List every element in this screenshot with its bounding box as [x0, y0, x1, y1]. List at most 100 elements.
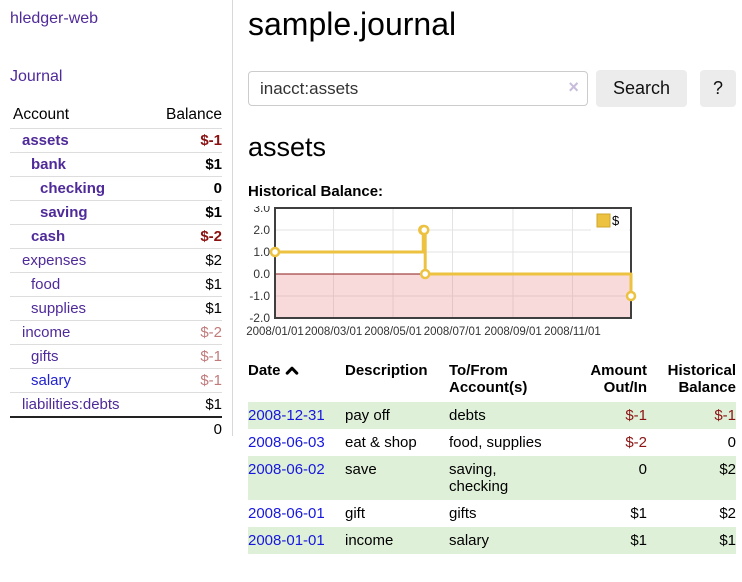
svg-text:-2.0: -2.0 — [249, 311, 270, 325]
account-link-expenses[interactable]: expenses — [22, 252, 87, 269]
svg-text:2.0: 2.0 — [253, 223, 270, 237]
account-row: checking 0 — [10, 176, 222, 201]
transaction-accounts: gifts — [449, 505, 477, 522]
transaction-description: save — [345, 461, 377, 478]
accounts-column-header: Account — [13, 106, 70, 123]
search-input-wrap: × — [248, 71, 588, 106]
sidebar-item-journal[interactable]: Journal — [10, 68, 63, 85]
search-form: × Search ? — [248, 70, 736, 107]
svg-text:2008/05/01: 2008/05/01 — [364, 326, 422, 338]
account-balance: $2 — [150, 248, 222, 273]
accounts-total-row: 0 — [10, 416, 222, 441]
transaction-balance: $-1 — [714, 407, 736, 424]
svg-text:2008/01/01: 2008/01/01 — [246, 326, 304, 338]
account-row: expenses $2 — [10, 248, 222, 273]
transaction-balance: $2 — [719, 461, 736, 478]
main-content: sample.journal × Search ? assets Histori… — [246, 0, 736, 554]
search-input[interactable] — [248, 71, 588, 106]
sidebar: hledger-web Journal Account Balance asse… — [0, 0, 233, 441]
transaction-amount: $1 — [630, 532, 647, 549]
transaction-row: 2008-06-03 eat & shop food, supplies $-2 0 — [248, 429, 736, 456]
svg-text:2008/07/01: 2008/07/01 — [424, 326, 482, 338]
transaction-balance: $1 — [719, 532, 736, 549]
svg-text:-1.0: -1.0 — [249, 289, 270, 303]
transaction-accounts: saving, checking — [449, 461, 509, 495]
svg-text:1.0: 1.0 — [253, 245, 270, 259]
account-link-liabilities-debts[interactable]: liabilities:debts — [22, 396, 120, 413]
clear-search-icon[interactable]: × — [568, 77, 579, 97]
account-link-food[interactable]: food — [31, 276, 61, 293]
account-balance: $-1 — [150, 368, 222, 393]
account-link-supplies[interactable]: supplies — [31, 300, 87, 317]
account-link-cash[interactable]: cash — [31, 228, 66, 245]
transaction-balance: 0 — [727, 434, 736, 451]
svg-text:2008/03/01: 2008/03/01 — [305, 326, 363, 338]
transaction-accounts: salary — [449, 532, 490, 549]
description-column-header: Description — [345, 362, 428, 379]
sort-ascending-icon — [285, 363, 299, 380]
transaction-row: 2008-06-02 save saving, checking 0 $2 — [248, 456, 736, 500]
amount-column-header: Amount Out/In — [590, 362, 647, 396]
transaction-amount: 0 — [638, 461, 647, 478]
account-row: income $-2 — [10, 320, 222, 345]
date-link[interactable]: 2008-01-01 — [248, 532, 325, 549]
account-balance: $1 — [150, 152, 222, 177]
accounts-total-value: 0 — [150, 416, 222, 441]
account-link-checking[interactable]: checking — [40, 180, 106, 197]
historical-balance-chart: $3.0 2.0 1.0 0.0 -1.0 -2.0 2008/01/01 2008/03/0… — [246, 206, 736, 342]
date-link[interactable]: 2008-06-01 — [248, 505, 325, 522]
account-balance: $1 — [150, 296, 222, 321]
app-title-link[interactable]: hledger-web — [10, 10, 99, 27]
date-link[interactable]: 2008-12-31 — [248, 407, 325, 424]
account-balance: $1 — [150, 272, 222, 297]
search-button[interactable]: Search — [595, 70, 687, 107]
page-title: sample.journal — [248, 6, 457, 42]
balance-column-header-main: Historical Balance — [667, 362, 736, 396]
account-balance: $-1 — [150, 128, 222, 153]
svg-text:3.0: 3.0 — [253, 206, 270, 215]
account-row: cash $-2 — [10, 224, 222, 249]
account-link-bank[interactable]: bank — [31, 156, 67, 173]
account-link-saving[interactable]: saving — [40, 204, 88, 221]
transaction-amount: $-1 — [625, 407, 647, 424]
help-button[interactable]: ? — [699, 70, 736, 107]
transaction-amount: $-2 — [625, 434, 647, 451]
date-column-header[interactable]: Date — [248, 358, 345, 402]
transaction-description: gift — [345, 505, 366, 522]
account-balance: $-2 — [150, 320, 222, 345]
account-row: supplies $1 — [10, 296, 222, 321]
date-link[interactable]: 2008-06-03 — [248, 434, 325, 451]
transaction-amount: $1 — [630, 505, 647, 522]
account-row: saving $1 — [10, 200, 222, 225]
transaction-row: 2008-01-01 income salary $1 $1 — [248, 527, 736, 554]
account-row: liabilities:debts $1 — [10, 392, 222, 417]
svg-text:$: $ — [612, 213, 620, 228]
account-balance: $-2 — [150, 224, 222, 249]
account-heading: assets — [248, 132, 327, 162]
account-row: salary $-1 — [10, 368, 222, 393]
account-balance: $1 — [150, 392, 222, 417]
account-link-assets[interactable]: assets — [22, 132, 69, 149]
svg-text:2008/09/01: 2008/09/01 — [484, 326, 542, 338]
accounts-table: Account Balance assets $-1 bank $1 checking 0… — [10, 102, 222, 441]
account-row: gifts $-1 — [10, 344, 222, 369]
transaction-accounts: food, supplies — [449, 434, 542, 451]
svg-text:0.0: 0.0 — [253, 267, 270, 281]
transaction-balance: $2 — [719, 505, 736, 522]
account-link-gifts[interactable]: gifts — [31, 348, 59, 365]
account-link-income[interactable]: income — [22, 324, 71, 341]
account-balance: 0 — [150, 176, 222, 201]
account-row: bank $1 — [10, 152, 222, 177]
balance-column-header: Balance — [165, 106, 222, 123]
account-row: food $1 — [10, 272, 222, 297]
account-balance: $1 — [150, 200, 222, 225]
svg-text:2008/11/01: 2008/11/01 — [544, 326, 601, 338]
transaction-accounts: debts — [449, 407, 486, 424]
chart-title: Historical Balance: — [248, 183, 384, 200]
date-link[interactable]: 2008-06-02 — [248, 461, 325, 478]
transaction-description: income — [345, 532, 394, 549]
account-link-salary[interactable]: salary — [31, 372, 72, 389]
transaction-row: 2008-06-01 gift gifts $1 $2 — [248, 500, 736, 527]
